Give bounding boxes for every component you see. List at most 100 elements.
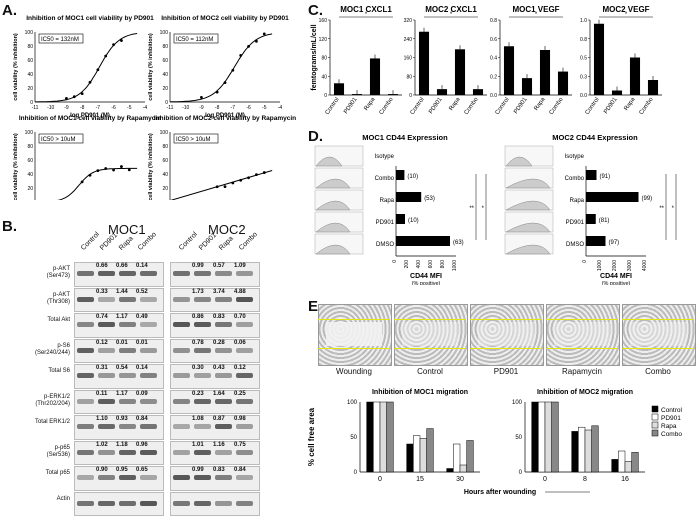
blot-band bbox=[194, 322, 211, 327]
wound-edge-line bbox=[470, 319, 542, 320]
x-tick-label: 1000 bbox=[597, 260, 603, 271]
blot-band bbox=[77, 399, 94, 404]
densitometry-value: 0.75 bbox=[234, 442, 246, 448]
bar bbox=[648, 80, 658, 95]
x-tick-label: Combo bbox=[639, 96, 655, 116]
blot-band bbox=[119, 450, 136, 455]
y-axis-label: femtograms/mL/cell bbox=[311, 24, 318, 90]
data-point bbox=[112, 43, 115, 46]
y-tick-label: 0 bbox=[324, 93, 327, 99]
blot-band bbox=[236, 348, 253, 353]
x-tick-label: 16 bbox=[621, 476, 629, 483]
densitometry-value: 0.54 bbox=[116, 365, 128, 371]
data-point bbox=[96, 68, 99, 71]
data-point bbox=[96, 169, 99, 172]
y-tick-label: 100 bbox=[25, 30, 34, 36]
bar bbox=[380, 402, 387, 472]
blot-band bbox=[215, 373, 232, 378]
flow-row-label: Isotype bbox=[565, 154, 585, 160]
legend-swatch bbox=[652, 422, 658, 428]
y-tick-label: 100 bbox=[160, 130, 169, 136]
blot-band bbox=[98, 450, 115, 455]
x-tick-label: -10 bbox=[47, 105, 54, 111]
fit-curve bbox=[35, 34, 137, 102]
blot-row-label: Total p65 bbox=[2, 470, 70, 477]
blot-band bbox=[98, 501, 115, 506]
blot-band bbox=[194, 271, 211, 276]
data-point bbox=[120, 39, 123, 42]
y-tick-label: 0 bbox=[519, 470, 523, 476]
panel-c-charts: femtograms/mL/cellMOC1 CXCL104080120160C… bbox=[300, 0, 700, 135]
blot-band bbox=[119, 399, 136, 404]
y-tick-label: 0.6 bbox=[490, 37, 497, 43]
data-point bbox=[255, 173, 258, 176]
data-point bbox=[104, 167, 107, 170]
densitometry-value: 0.30 bbox=[192, 365, 204, 371]
densitometry-value: 1.01 bbox=[192, 442, 204, 448]
blot-row-label: p-AKT (Ser473) bbox=[2, 266, 70, 280]
lane-label-moc1: Control bbox=[80, 231, 101, 252]
blot-band bbox=[215, 475, 232, 480]
blot-band bbox=[77, 348, 94, 353]
blot-band bbox=[77, 450, 94, 455]
y-tick-label: 0 bbox=[409, 93, 412, 99]
blot-band bbox=[140, 501, 157, 506]
bar bbox=[532, 402, 539, 472]
lane-label-moc1: Rapa bbox=[118, 235, 135, 252]
x-tick-label: Combo bbox=[464, 96, 480, 116]
panel-a-plots: Inhibition of MOC1 cell viability by PD9… bbox=[0, 0, 300, 200]
flow-row-label: Rapa bbox=[380, 198, 395, 204]
blot-band bbox=[173, 373, 190, 378]
x-tick-label: 800 bbox=[440, 260, 446, 269]
significance-mark: * bbox=[482, 206, 485, 212]
bar bbox=[522, 78, 532, 95]
densitometry-value: 0.84 bbox=[234, 467, 246, 473]
legend-label: Control bbox=[661, 407, 683, 414]
blot-band bbox=[194, 475, 211, 480]
y-tick-label: 120 bbox=[319, 37, 328, 43]
blot-band bbox=[194, 501, 211, 506]
bar bbox=[632, 452, 639, 472]
blot-band bbox=[98, 424, 115, 429]
blot-band bbox=[236, 399, 253, 404]
bar bbox=[407, 444, 414, 472]
bar bbox=[540, 50, 550, 95]
x-tick-label: -8 bbox=[215, 105, 220, 111]
x-tick-label: 0 bbox=[582, 260, 588, 263]
y-tick-label: 80 bbox=[162, 44, 168, 50]
y-tick-label: 20 bbox=[162, 186, 168, 192]
significance-mark: * bbox=[672, 206, 675, 212]
data-point bbox=[231, 69, 234, 72]
bar bbox=[396, 236, 450, 246]
flow-row-label: DMSO bbox=[376, 242, 394, 248]
densitometry-value: 0.66 bbox=[96, 263, 108, 269]
x-axis-label: Hours after wounding bbox=[464, 489, 536, 496]
bar bbox=[370, 58, 380, 95]
wound-gap bbox=[402, 322, 458, 346]
x-tick-label: 0 bbox=[378, 476, 382, 483]
data-point bbox=[231, 182, 234, 185]
x-tick-label: Rapa bbox=[533, 96, 547, 112]
blot-band bbox=[77, 501, 94, 506]
y-axis-label: cell viability (% inhibition) bbox=[13, 33, 19, 101]
data-point bbox=[255, 40, 258, 43]
y-tick-label: 0.0 bbox=[580, 93, 587, 99]
blot-band bbox=[98, 475, 115, 480]
x-tick-label: 200 bbox=[404, 260, 410, 269]
wound-gap bbox=[478, 322, 534, 346]
x-tick-label: -5 bbox=[262, 105, 267, 111]
x-tick-label: -9 bbox=[199, 105, 204, 111]
blot-band bbox=[77, 373, 94, 378]
wound-gap bbox=[326, 322, 382, 346]
y-tick-label: 50 bbox=[350, 435, 357, 441]
blot-band bbox=[77, 297, 94, 302]
data-point bbox=[81, 180, 84, 183]
bar bbox=[455, 49, 465, 95]
data-point bbox=[216, 185, 219, 188]
wound-edge-line bbox=[318, 319, 390, 320]
blot-band bbox=[215, 348, 232, 353]
y-tick-label: 80 bbox=[27, 44, 33, 50]
blot-band bbox=[119, 475, 136, 480]
flow-title: MOC2 CD44 Expression bbox=[552, 133, 638, 142]
blot-band bbox=[140, 424, 157, 429]
